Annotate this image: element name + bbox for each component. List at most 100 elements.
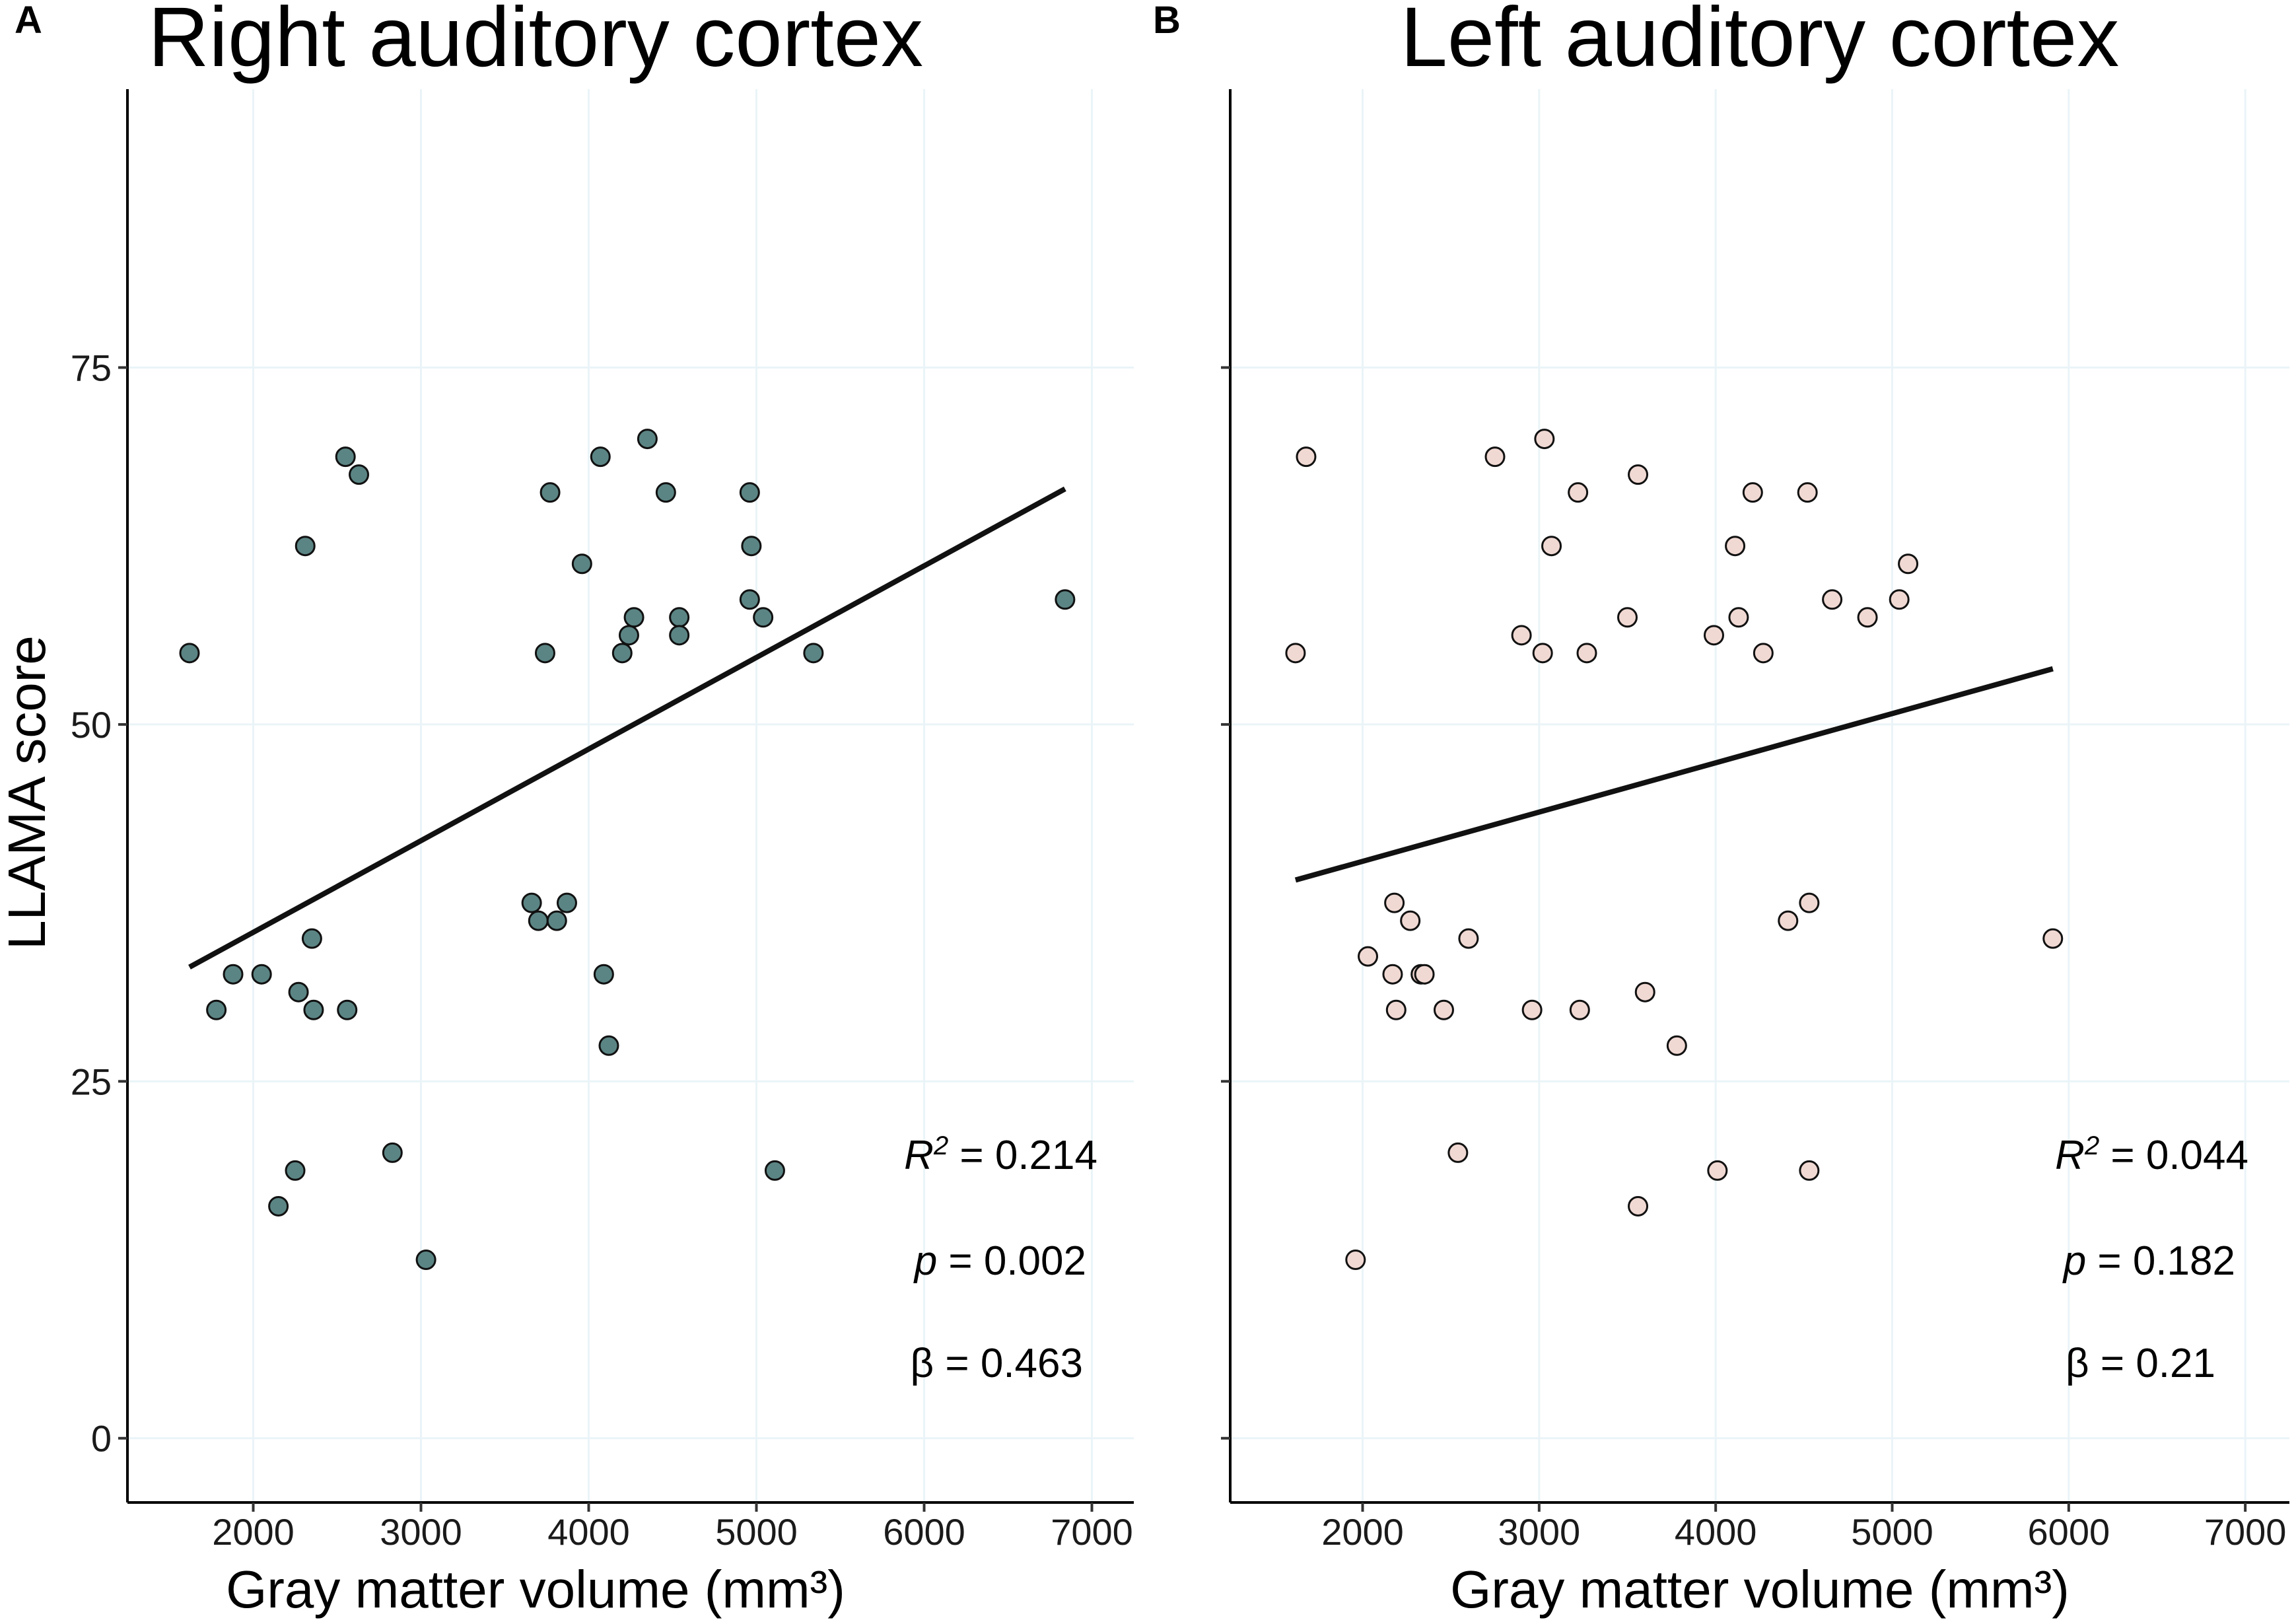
data-point: [1384, 892, 1405, 913]
x-tick-label: 6000: [2028, 1511, 2110, 1553]
p-value-stat: p = 0.182: [2062, 1238, 2235, 1284]
data-point: [1666, 1035, 1687, 1056]
data-point: [1634, 981, 1655, 1003]
data-point: [335, 446, 356, 468]
data-point: [1889, 589, 1910, 610]
data-point: [1569, 999, 1590, 1020]
data-point: [303, 999, 324, 1020]
data-point: [618, 625, 639, 646]
data-point: [295, 536, 316, 557]
data-point: [1568, 482, 1589, 503]
x-tick-label: 4000: [547, 1511, 630, 1553]
data-point: [764, 1160, 785, 1181]
data-point: [803, 643, 824, 664]
data-point: [546, 910, 567, 931]
data-point: [1898, 553, 1919, 575]
x-tick-label: 7000: [1051, 1511, 1133, 1553]
data-point: [1400, 910, 1421, 931]
data-point: [268, 1195, 289, 1217]
data-point: [590, 446, 611, 468]
data-point: [1576, 643, 1597, 664]
axis-ticks: 2000 3000 4000 5000 6000 7000: [1221, 366, 2286, 1553]
data-point: [1797, 482, 1818, 503]
data-point: [1534, 429, 1555, 450]
x-tick-label: 3000: [1498, 1511, 1581, 1553]
data-point: [571, 553, 592, 575]
data-point: [1628, 464, 1649, 485]
data-point: [1511, 625, 1532, 646]
r-squared-superscript: 2: [933, 1131, 948, 1160]
y-tick-label: 75: [71, 347, 112, 389]
data-point: [1799, 892, 1820, 913]
data-point: [1358, 946, 1379, 967]
data-point: [1822, 589, 1843, 610]
r-squared-stat: R2 = 0.044: [2055, 1131, 2248, 1178]
data-point: [1628, 1195, 1649, 1217]
data-points: [1285, 429, 2064, 1271]
data-point: [1447, 1142, 1469, 1163]
x-tick-label: 2000: [212, 1511, 295, 1553]
panel-left-auditory-cortex: B Left auditory cortex 2000 3000 4000 5000 6…: [1153, 0, 2289, 1619]
data-point: [539, 482, 561, 503]
r-squared-stat: R2 = 0.214: [904, 1131, 1097, 1178]
data-point: [528, 910, 549, 931]
gridlines: [127, 89, 1134, 1502]
panel-letter-a: A: [15, 0, 42, 42]
fit-line-layer: [1294, 666, 2054, 883]
data-point: [301, 928, 322, 949]
data-point: [556, 892, 577, 913]
panel-right-auditory-cortex: A Right auditory cortex 2000 3000 4000 5000…: [0, 0, 1134, 1619]
data-point: [1857, 607, 1878, 628]
axis-ticks: 2000 3000 4000 5000 6000 7000 0 25 50 75: [71, 347, 1133, 1553]
data-point: [739, 482, 760, 503]
data-point: [1541, 536, 1562, 557]
data-point: [1707, 1160, 1728, 1181]
data-point: [741, 536, 762, 557]
data-point: [1285, 643, 1306, 664]
data-point: [598, 1035, 619, 1056]
x-tick-label: 5000: [715, 1511, 798, 1553]
data-point: [1382, 964, 1403, 985]
data-point: [1345, 1250, 1366, 1271]
x-axis-title: Gray matter volume (mm³): [1450, 1560, 2070, 1619]
data-point: [288, 981, 309, 1003]
chart-title: Left auditory cortex: [1401, 0, 2120, 85]
regression-line: [188, 486, 1066, 970]
data-point: [179, 643, 200, 664]
data-point: [1458, 928, 1479, 949]
r-squared-value: = 0.214: [948, 1133, 1097, 1178]
data-point: [1728, 607, 1749, 628]
r-squared-superscript: 2: [2084, 1131, 2099, 1160]
r-squared-symbol: R: [2055, 1133, 2085, 1178]
data-point: [1055, 589, 1076, 610]
r-squared-value: = 0.044: [2099, 1133, 2248, 1178]
data-point: [1532, 643, 1553, 664]
data-point: [1778, 910, 1799, 931]
y-tick-label: 0: [91, 1418, 112, 1460]
data-point: [223, 964, 244, 985]
data-point: [251, 964, 272, 985]
data-point: [1753, 643, 1774, 664]
regression-line: [1294, 666, 2054, 883]
data-points: [179, 429, 1076, 1271]
y-tick-label: 50: [71, 704, 112, 746]
data-point: [521, 892, 542, 913]
data-point: [1799, 1160, 1820, 1181]
data-point: [1296, 446, 1317, 468]
data-point: [206, 999, 227, 1020]
data-point: [669, 607, 690, 628]
x-tick-label: 4000: [1675, 1511, 1757, 1553]
data-point: [669, 625, 690, 646]
chart-title: Right auditory cortex: [148, 0, 923, 85]
y-axis-title: LLAMA score: [0, 635, 56, 950]
data-point: [1484, 446, 1506, 468]
data-point: [611, 643, 633, 664]
data-point: [534, 643, 555, 664]
p-value: = 0.002: [937, 1238, 1086, 1284]
data-point: [739, 589, 760, 610]
p-value: = 0.182: [2086, 1238, 2235, 1284]
beta-stat: β = 0.21: [2066, 1341, 2215, 1386]
data-point: [655, 482, 676, 503]
p-value-stat: p = 0.002: [913, 1238, 1086, 1284]
y-tick-label: 25: [71, 1061, 112, 1102]
